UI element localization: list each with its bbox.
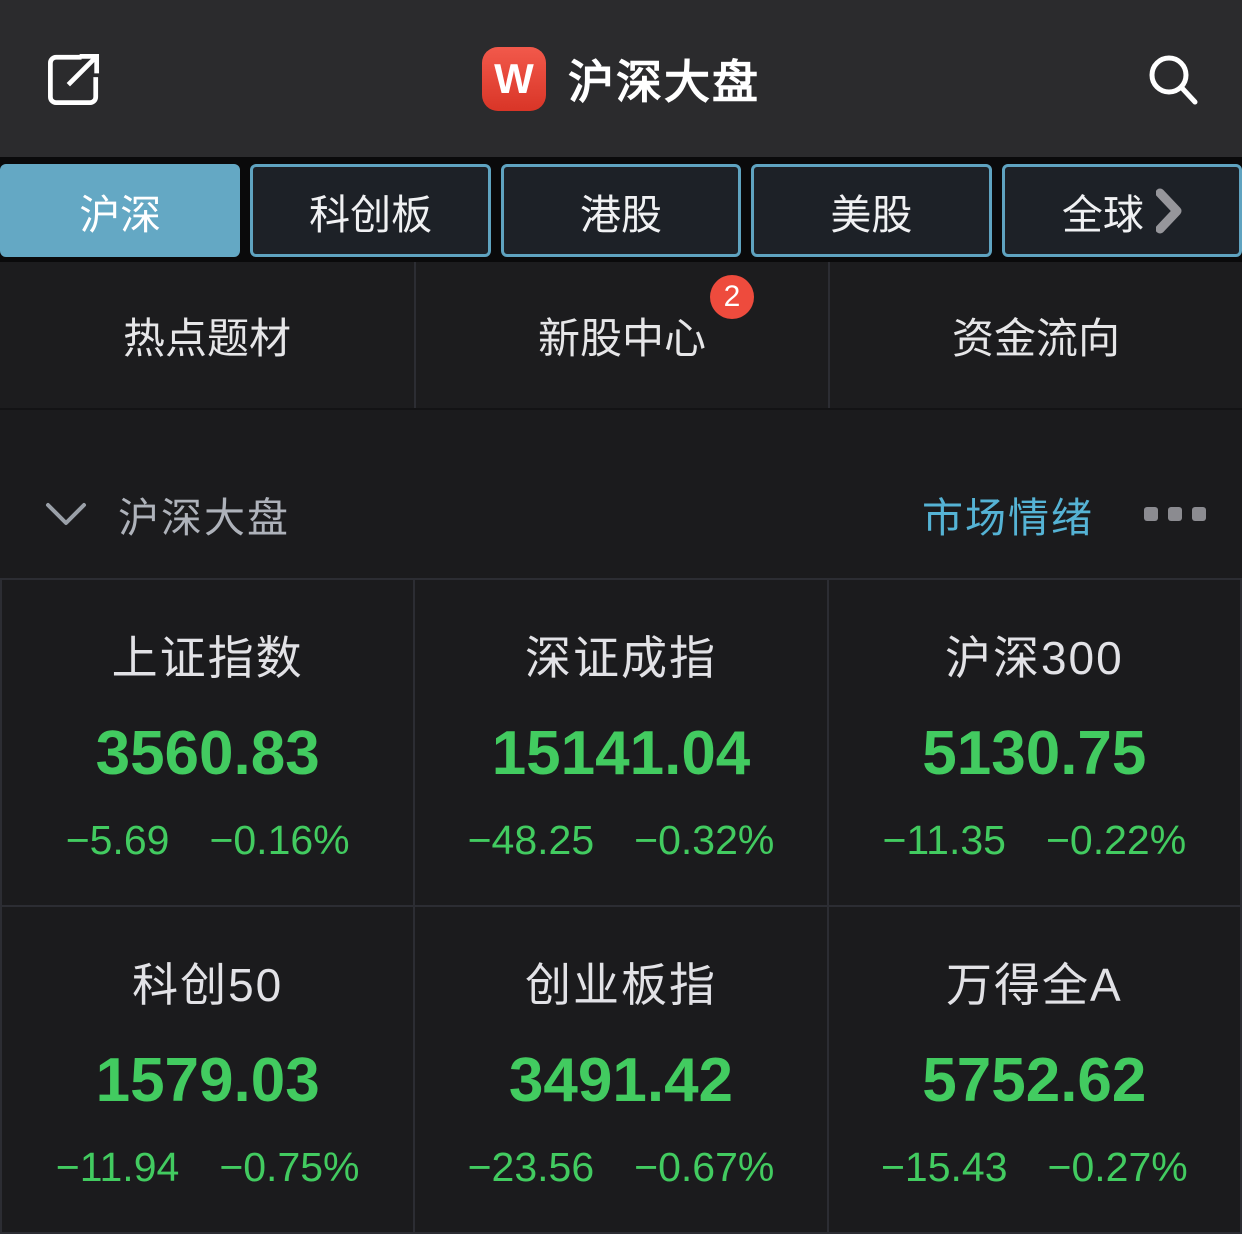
index-card-shenzheng[interactable]: 深证成指 15141.04 −48.25 −0.32% [415,580,827,905]
tab-label: 沪深 [79,191,162,238]
app-header: W 沪深大盘 [0,0,1242,157]
index-card-chuangyeban[interactable]: 创业板指 3491.42 −23.56 −0.67% [415,907,827,1232]
index-name: 科创50 [132,958,284,1011]
search-icon [1144,50,1202,108]
tab-label: 全球 [1061,191,1144,238]
nav-ipo-center[interactable]: 新股中心 2 [414,262,828,408]
index-change: −15.43 [880,1143,1008,1190]
nav-label: 新股中心 2 [538,274,754,366]
nav-fund-flow[interactable]: 资金流向 [828,262,1242,408]
main-content: 沪深大盘 市场情绪 上证指数 3560.83 −5.69 −0.16% 深证成指… [0,410,1242,1234]
index-change: −11.94 [55,1143,180,1190]
index-name: 上证指数 [111,631,304,684]
chevron-down-icon [44,500,88,528]
index-name: 创业板指 [524,958,717,1011]
index-change: −23.56 [467,1143,595,1190]
ellipsis-icon [1144,507,1206,521]
index-card-wandequanA[interactable]: 万得全A 5752.62 −15.43 −0.27% [828,907,1240,1232]
index-change: −5.69 [65,816,170,863]
tab-label: 美股 [830,191,913,238]
search-button[interactable] [1144,50,1202,108]
index-change-pct: −0.32% [634,816,775,863]
tab-ganggu[interactable]: 港股 [500,164,742,257]
index-name: 万得全A [945,958,1123,1011]
share-button[interactable] [40,45,108,113]
nav-label: 资金流向 [951,314,1120,362]
market-tab-bar: 沪深 科创板 港股 美股 全球 [0,157,1242,262]
index-grid: 上证指数 3560.83 −5.69 −0.16% 深证成指 15141.04 … [0,578,1242,1234]
tab-hushen[interactable]: 沪深 [0,164,241,257]
index-value: 15141.04 [491,718,751,788]
index-name: 深证成指 [524,631,717,684]
chevron-right-icon [1155,188,1182,234]
index-change-pct: −0.75% [219,1143,360,1190]
index-value: 1579.03 [95,1045,320,1115]
index-value: 3560.83 [95,718,320,788]
index-change: −48.25 [467,816,595,863]
tab-kechuangban[interactable]: 科创板 [250,164,491,257]
section-header: 沪深大盘 市场情绪 [0,472,1242,556]
nav-hot-topics[interactable]: 热点题材 [0,262,414,408]
index-card-hushen300[interactable]: 沪深300 5130.75 −11.35 −0.22% [828,580,1240,905]
quick-nav-row: 热点题材 新股中心 2 资金流向 [0,262,1242,410]
tab-label: 科创板 [309,191,433,238]
collapse-button[interactable] [44,500,88,528]
nav-label: 热点题材 [122,314,291,362]
notification-badge: 2 [710,274,754,319]
index-change: −11.35 [882,816,1006,863]
tab-label: 港股 [580,191,663,238]
index-change-pct: −0.22% [1045,816,1187,863]
index-value: 3491.42 [508,1045,734,1115]
tab-quanqiu[interactable]: 全球 [1001,164,1242,257]
tab-meigu[interactable]: 美股 [751,164,992,257]
page-title: 沪深大盘 [568,55,760,108]
index-change-pct: −0.16% [209,816,350,863]
wind-logo: W [482,46,546,111]
title-group: W 沪深大盘 [482,46,760,112]
more-button[interactable] [1138,501,1212,527]
index-value: 5752.62 [922,1045,1147,1115]
index-name: 沪深300 [944,631,1124,684]
section-title: 沪深大盘 [118,495,290,541]
index-card-kechuang50[interactable]: 科创50 1579.03 −11.94 −0.75% [2,907,414,1232]
share-icon [40,45,108,113]
index-change-pct: −0.67% [634,1143,775,1190]
index-change-pct: −0.27% [1047,1143,1188,1190]
index-card-shangzheng[interactable]: 上证指数 3560.83 −5.69 −0.16% [2,580,414,905]
market-sentiment-link[interactable]: 市场情绪 [922,484,1094,544]
index-value: 5130.75 [922,718,1147,788]
